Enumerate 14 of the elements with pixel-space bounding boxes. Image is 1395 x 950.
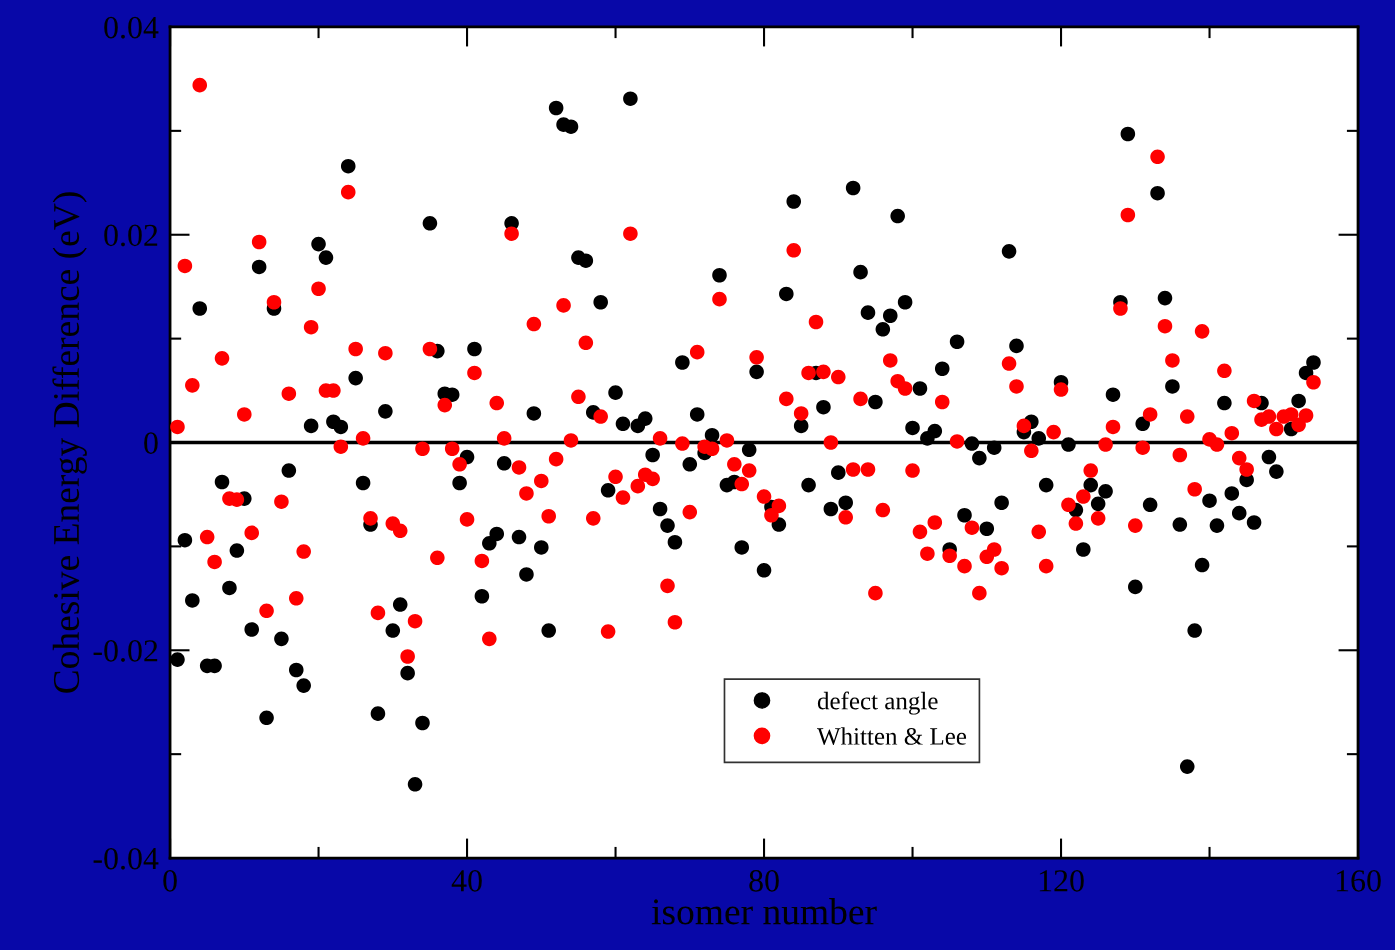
y-tick-label: 0 (144, 432, 158, 454)
y-tick-label: -0.04 (93, 847, 159, 870)
x-tick-label: 160 (1336, 870, 1381, 892)
y-axis-title: Cohesive Energy Difference (eV) (52, 192, 87, 693)
x-tick-label: 120 (1039, 870, 1084, 892)
y-tick-label: 0.02 (104, 224, 158, 247)
x-tick-label: 80 (749, 870, 779, 892)
x-tick-label: 0 (163, 870, 177, 892)
x-axis-title: isomer number (651, 898, 877, 925)
y-tick-label: 0.04 (104, 16, 159, 39)
x-tick-label: 40 (451, 870, 482, 892)
legend-label: Whitten & Lee (817, 727, 967, 745)
legend-label: defect angle (817, 691, 938, 715)
y-tick-label: -0.02 (93, 640, 158, 662)
